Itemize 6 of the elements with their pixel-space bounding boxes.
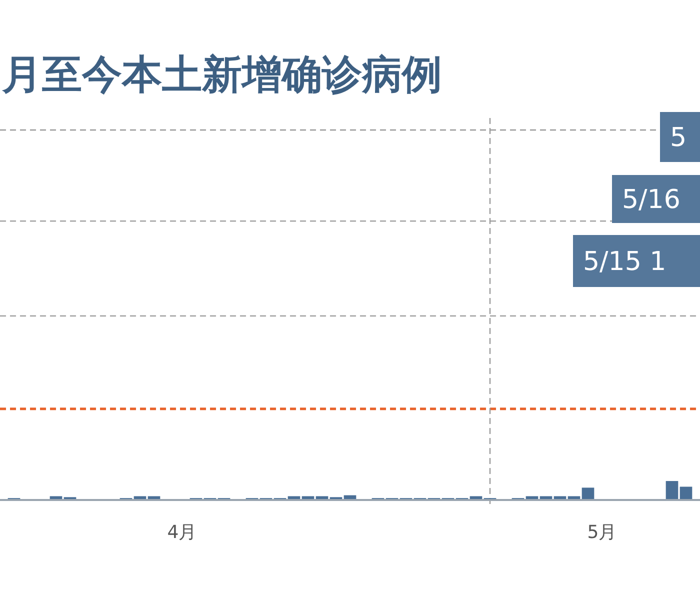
text: 5/15 1	[583, 247, 666, 277]
text: 5	[670, 123, 687, 153]
chart-title: 月至今本土新增确诊病例	[1, 52, 442, 98]
x-tick-label: 4月	[167, 522, 197, 543]
text: 5/16	[622, 185, 680, 215]
x-tick-label: 5月	[587, 522, 617, 543]
